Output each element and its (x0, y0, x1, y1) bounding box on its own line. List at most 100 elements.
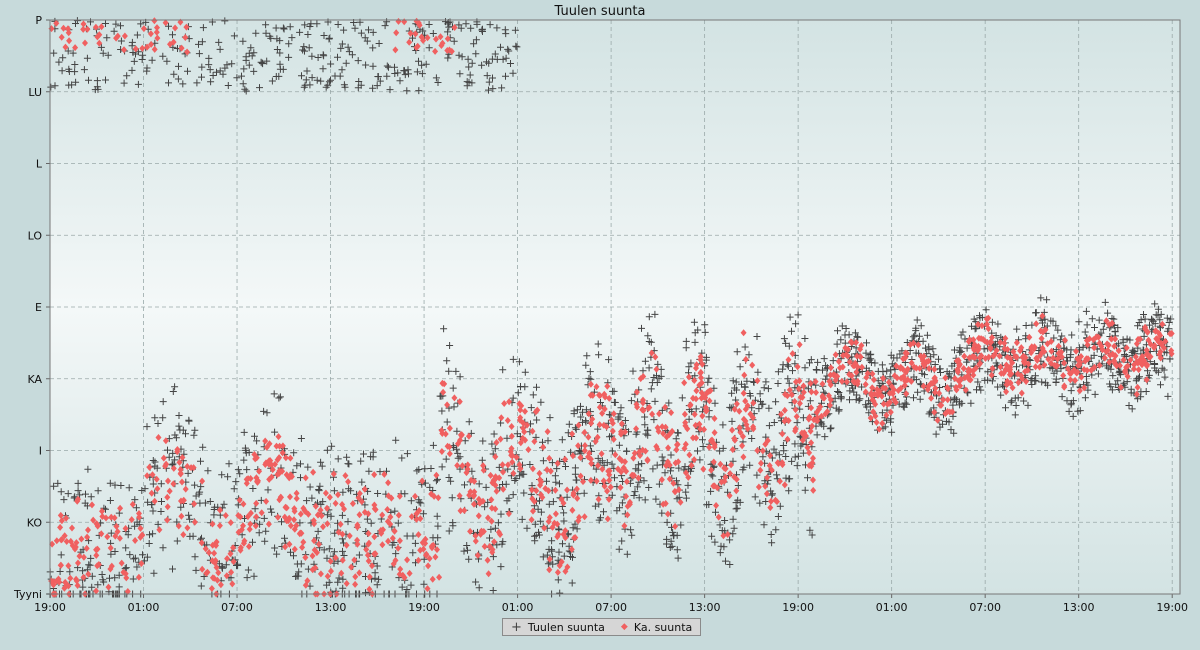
tuulen-suunta-point (628, 531, 636, 539)
tuulen-suunta-point (314, 527, 322, 535)
tuulen-suunta-point (468, 59, 476, 67)
tuulen-suunta-point (415, 466, 423, 473)
ka-suunta-point (975, 334, 982, 342)
tuulen-suunta-point (445, 474, 453, 481)
tuulen-suunta-point (929, 345, 937, 353)
ka-suunta-point (1084, 366, 1091, 374)
tuulen-suunta-point (888, 360, 896, 368)
tuulen-suunta-point (665, 399, 673, 407)
tuulen-suunta-point (605, 356, 613, 364)
ka-suunta-point (177, 470, 184, 478)
tuulen-suunta-point (641, 421, 649, 429)
ka-suunta-point (338, 569, 345, 577)
ka-suunta-point (467, 527, 474, 535)
ka-suunta-point (461, 507, 468, 514)
tuulen-suunta-point (767, 487, 775, 495)
tuulen-suunta-point (807, 356, 815, 364)
tuulen-suunta-point (813, 431, 821, 439)
ka-suunta-point (1137, 335, 1144, 343)
tuulen-suunta-point (339, 575, 347, 583)
tuulen-suunta-point (1081, 328, 1089, 336)
tuulen-suunta-point (533, 383, 540, 391)
tuulen-suunta-point (658, 406, 666, 414)
ka-suunta-point (552, 510, 559, 518)
tuulen-suunta-point (411, 539, 419, 547)
ka-suunta-point (768, 497, 774, 505)
tuulen-suunta-point (782, 474, 790, 482)
tuulen-suunta-point (721, 517, 729, 524)
ka-suunta-point (507, 448, 514, 456)
ka-suunta-point (58, 536, 65, 543)
ka-suunta-point (339, 530, 346, 538)
tuulen-suunta-point (536, 517, 544, 525)
tuulen-suunta-point (128, 66, 136, 74)
ka-suunta-point (148, 40, 155, 48)
tuulen-suunta-point (563, 493, 571, 501)
tuulen-suunta-point (729, 377, 737, 385)
ka-suunta-point (698, 374, 704, 382)
ka-suunta-point (637, 375, 644, 383)
ka-suunta-point (677, 498, 684, 506)
ka-suunta-point (1061, 382, 1068, 390)
tuulen-suunta-point (569, 524, 577, 532)
ka-suunta-point (93, 551, 100, 559)
ka-suunta-point (1111, 342, 1118, 350)
tuulen-suunta-point (887, 415, 895, 423)
tuulen-suunta-point (454, 454, 462, 462)
tuulen-suunta-point (743, 377, 751, 385)
ka-suunta-point (156, 526, 163, 534)
ka-suunta-point (147, 30, 154, 38)
tuulen-suunta-point (58, 67, 66, 75)
ka-suunta-point (895, 387, 902, 394)
ka-suunta-point (253, 454, 260, 462)
ka-suunta-point (433, 471, 440, 479)
ka-suunta-point (961, 374, 968, 382)
ka-suunta-point (458, 432, 465, 440)
ka-suunta-point (63, 581, 70, 589)
tuulen-suunta-point (210, 506, 218, 513)
tuulen-suunta-point (401, 490, 409, 498)
ka-suunta-point (93, 587, 100, 595)
ka-suunta-point (587, 391, 594, 399)
tuulen-suunta-point (107, 529, 115, 537)
tuulen-suunta-point (443, 357, 451, 365)
tuulen-suunta-point (472, 578, 480, 586)
ka-suunta-point (176, 458, 183, 466)
tuulen-suunta-point (420, 580, 428, 588)
tuulen-suunta-point (1163, 349, 1171, 357)
ka-suunta-point (310, 468, 317, 476)
tuulen-suunta-point (429, 534, 437, 542)
tuulen-suunta-point (1154, 305, 1162, 313)
tuulen-suunta-point (753, 333, 761, 340)
ka-suunta-point (690, 394, 696, 402)
tuulen-suunta-point (157, 480, 165, 488)
ka-suunta-point (339, 501, 346, 508)
ka-suunta-point (170, 464, 177, 472)
ka-suunta-point (184, 48, 191, 56)
ka-suunta-point (1031, 345, 1038, 353)
tuulen-suunta-point (170, 70, 178, 78)
ka-suunta-point (413, 510, 420, 518)
tuulen-suunta-point (345, 460, 353, 468)
tuulen-suunta-point (556, 480, 563, 488)
ka-suunta-point (873, 418, 880, 426)
ka-suunta-point (539, 493, 546, 501)
ka-suunta-point (1004, 377, 1011, 385)
tuulen-suunta-point (131, 554, 139, 562)
ka-suunta-point (916, 364, 923, 372)
y-tick-label: Tyyni (13, 588, 42, 601)
ka-suunta-point (524, 421, 530, 429)
tuulen-suunta-point (791, 440, 799, 448)
tuulen-suunta-point (623, 447, 630, 455)
tuulen-suunta-point (132, 504, 140, 512)
tuulen-suunta-point (635, 494, 643, 502)
tuulen-suunta-point (171, 456, 179, 464)
tuulen-suunta-point (570, 407, 578, 415)
tuulen-suunta-point (301, 21, 309, 29)
tuulen-suunta-point (465, 418, 473, 426)
tuulen-suunta-point (199, 24, 207, 32)
ka-suunta-point (378, 529, 385, 537)
tuulen-suunta-point (403, 87, 411, 95)
tuulen-suunta-point (354, 84, 362, 92)
ka-suunta-point (750, 414, 756, 422)
